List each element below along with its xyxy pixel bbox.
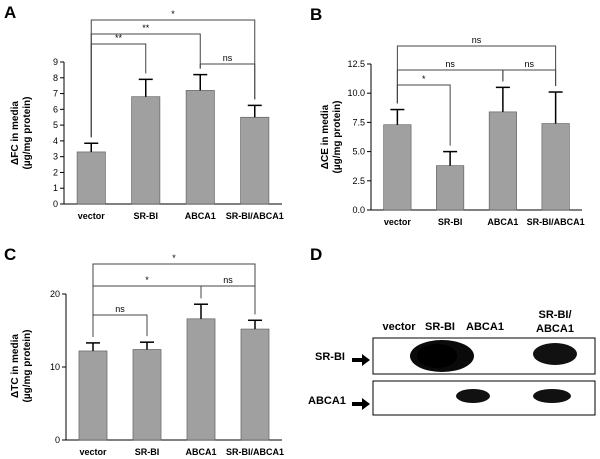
bar (185, 90, 215, 205)
bar (240, 116, 270, 205)
blot-band-srbi-lane-srbi-core (417, 344, 457, 368)
significance-label: ns (524, 59, 534, 69)
bar (488, 111, 517, 211)
arrow-right-icon (352, 398, 370, 410)
significance-label: ns (472, 35, 482, 45)
y-axis-label-line: (µg/mg protein) (22, 330, 33, 403)
y-tick-label: 4 (53, 136, 58, 146)
y-axis-label-line: ΔFC in media (10, 101, 21, 165)
x-category-label: SR-BI/ABCA1 (226, 447, 284, 457)
y-tick-label: 7 (53, 89, 58, 99)
bar (131, 96, 161, 205)
y-tick-label: 5 (53, 120, 58, 130)
significance-bracket (200, 285, 256, 315)
significance-label: * (171, 9, 175, 19)
significance-bracket (92, 314, 148, 337)
significance-label: ns (223, 275, 233, 285)
blot-lane-label-vector: vector (382, 321, 416, 333)
y-tick-label: 10 (50, 362, 60, 372)
x-category-label: SR-BI (438, 217, 463, 227)
x-category-label: ABCA1 (185, 447, 216, 457)
y-tick-label: 7.5 (352, 117, 365, 127)
arrow-right-icon (352, 354, 370, 366)
bar (78, 350, 108, 441)
chart-panel-a: 0 1 2 3 4 5 6 7 8 9 ΔFC in media(µg/mg protein) vec… (10, 9, 284, 221)
panel-letter-a: A (4, 3, 16, 22)
blot-band-srbi-lane-srbi-abca1 (533, 343, 577, 365)
bar (541, 123, 570, 211)
significance-label: * (145, 275, 149, 285)
y-tick-label: 2.5 (352, 176, 365, 186)
significance-bracket (396, 45, 557, 104)
chart-panel-c: 0 10 20 ΔTC in media(µg/mg protein) vector SR… (10, 253, 284, 457)
blot-lane-label-srbi-abca1-line1: SR-BI/ (539, 309, 572, 321)
significance-bracket (502, 69, 557, 87)
significance-label: ns (223, 53, 233, 63)
panel-letter-b: B (310, 5, 322, 24)
panel-letter-c: C (4, 245, 16, 264)
x-category-label: SR-BI (135, 447, 160, 457)
y-axis-label: ΔFC in media(µg/mg protein) (10, 97, 33, 170)
chart-panel-b: 0.0 2.5 5.0 7.5 10.0 12.5 ΔCE in media(µg/mg p… (320, 35, 585, 227)
blot-band-abca1-lane-srbi-abca1 (533, 389, 571, 403)
y-tick-label: 2 (53, 167, 58, 177)
significance-label: ** (115, 33, 123, 43)
blot-lane-label-abca1: ABCA1 (466, 321, 504, 333)
significance-label: * (422, 74, 426, 84)
blot-band-abca1-lane-abca1 (456, 389, 490, 403)
bar (186, 318, 216, 441)
y-axis-label: ΔTC in media(µg/mg protein) (10, 330, 33, 403)
x-category-label: SR-BI/ABCA1 (527, 217, 585, 227)
western-blot-panel: vector SR-BI ABCA1 SR-BI/ ABCA1 SR-BI AB… (308, 309, 596, 416)
significance-label: ns (445, 59, 455, 69)
blot-lane-label-srbi: SR-BI (425, 321, 455, 333)
x-category-label: vector (78, 211, 106, 221)
y-axis-label: ΔCE in media(µg/mg protein) (320, 101, 343, 174)
y-tick-label: 8 (53, 73, 58, 83)
y-tick-label: 3 (53, 152, 58, 162)
bar (436, 165, 465, 211)
y-axis-label-line: ΔTC in media (10, 334, 21, 398)
x-category-label: vector (79, 447, 107, 457)
y-tick-label: 1 (53, 183, 58, 193)
x-category-label: ABCA1 (185, 211, 216, 221)
y-tick-label: 6 (53, 104, 58, 114)
y-tick-label: 0.0 (352, 205, 365, 215)
y-tick-label: 10.0 (347, 88, 365, 98)
y-tick-label: 20 (50, 289, 60, 299)
panel-letter-d: D (310, 245, 322, 264)
blot-lane-label-srbi-abca1-line2: ABCA1 (536, 323, 574, 335)
y-axis-label-line: (µg/mg protein) (332, 101, 343, 174)
bar (240, 328, 270, 441)
significance-label: ns (115, 304, 125, 314)
y-axis-label-line: (µg/mg protein) (22, 97, 33, 170)
blot-row-label-abca1: ABCA1 (308, 395, 346, 407)
x-category-label: SR-BI/ABCA1 (226, 211, 284, 221)
y-tick-label: 12.5 (347, 59, 365, 69)
bar (383, 124, 412, 211)
y-tick-label: 0 (53, 199, 58, 209)
bar (132, 349, 162, 441)
significance-label: * (172, 253, 176, 263)
significance-bracket (92, 263, 256, 337)
y-axis-label-line: ΔCE in media (320, 104, 331, 169)
significance-bracket (90, 19, 256, 138)
x-category-label: SR-BI (134, 211, 159, 221)
x-category-label: vector (384, 217, 412, 227)
blot-row-label-srbi: SR-BI (315, 351, 345, 363)
bar (76, 151, 106, 205)
y-tick-label: 5.0 (352, 147, 365, 157)
y-tick-label: 9 (53, 57, 58, 67)
significance-label: ** (142, 23, 150, 33)
x-category-label: ABCA1 (487, 217, 518, 227)
y-tick-label: 0 (55, 435, 60, 445)
